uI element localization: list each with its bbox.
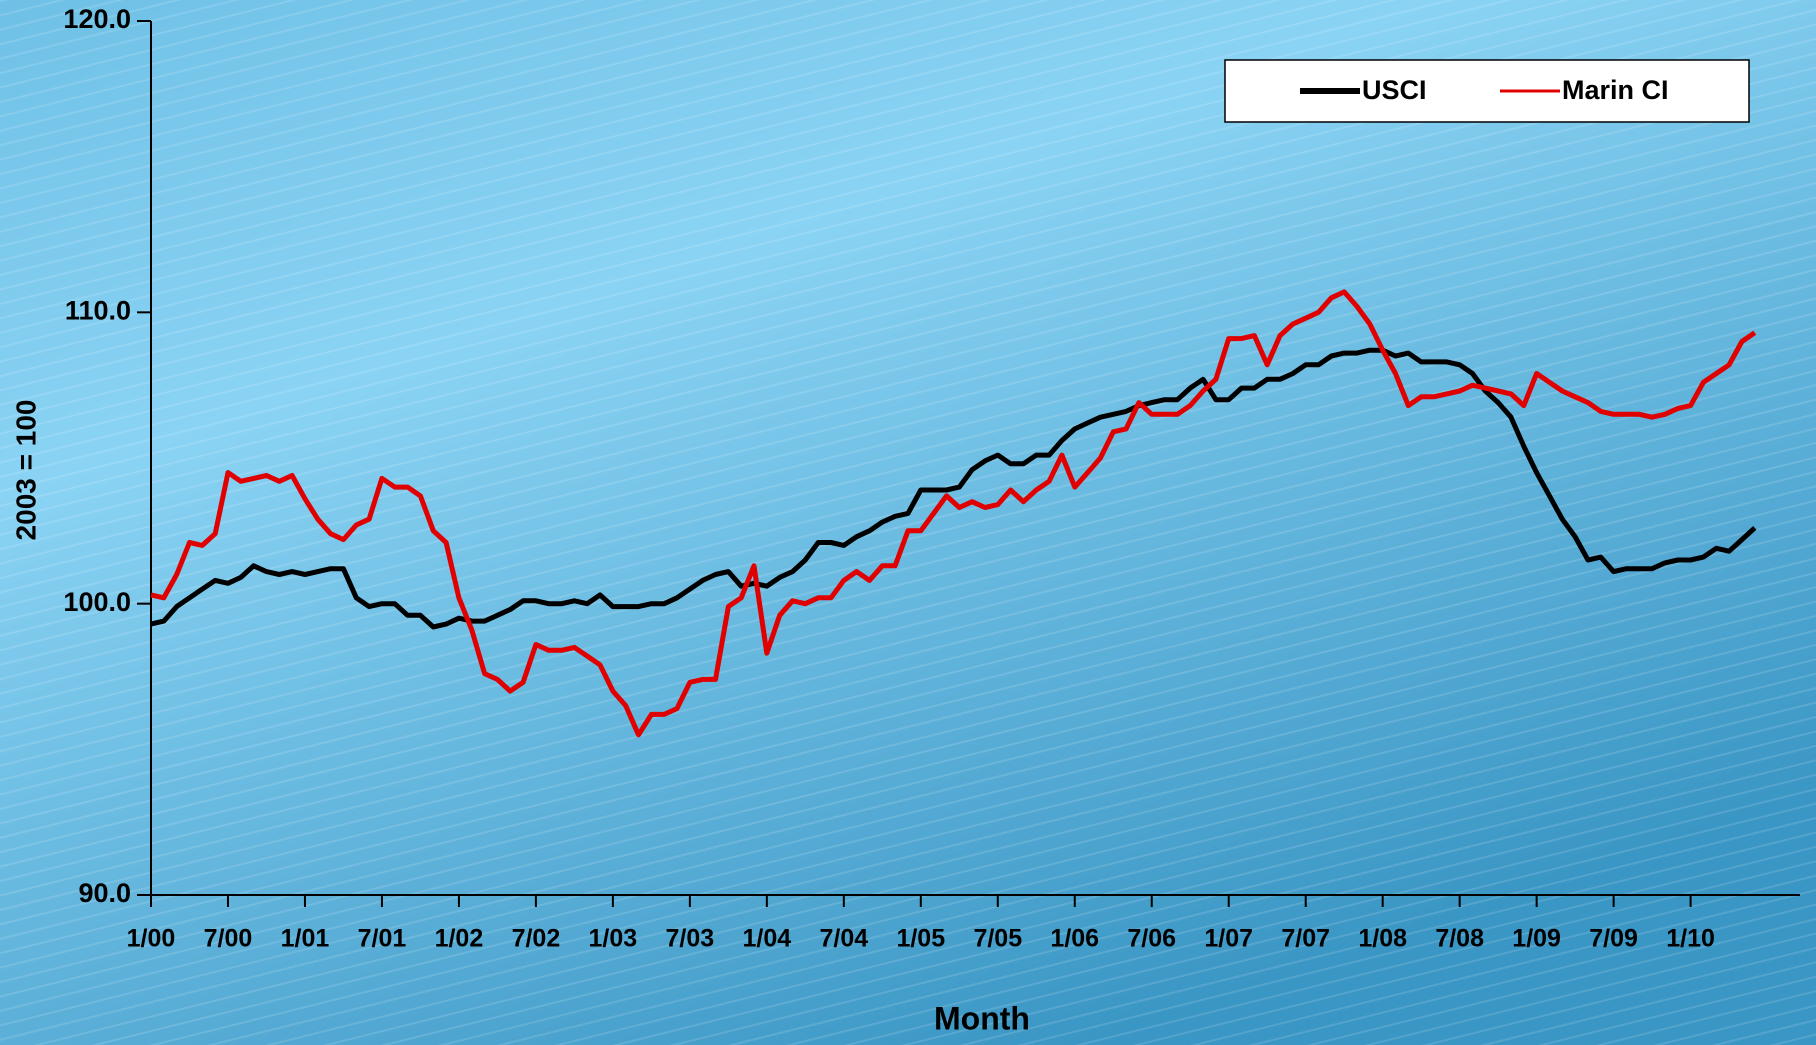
x-tick-label: 1/04 xyxy=(743,925,792,953)
x-tick-label: 1/00 xyxy=(127,925,176,953)
x-tick-label: 7/03 xyxy=(666,925,715,953)
x-tick-label: 7/06 xyxy=(1127,925,1176,953)
x-tick-label: 1/01 xyxy=(281,925,330,953)
x-tick-label: 7/09 xyxy=(1589,925,1638,953)
legend-label: USCI xyxy=(1362,75,1427,105)
y-tick-label: 90.0 xyxy=(78,878,131,908)
y-axis-title: 2003 = 100 xyxy=(10,400,41,541)
x-tick-label: 1/09 xyxy=(1512,925,1561,953)
y-tick-label: 110.0 xyxy=(65,295,131,325)
x-tick-label: 7/05 xyxy=(973,925,1022,953)
legend-label: Marin CI xyxy=(1562,75,1669,105)
x-tick-label: 1/06 xyxy=(1050,925,1099,953)
y-tick-label: 120.0 xyxy=(63,4,131,34)
x-tick-label: 1/10 xyxy=(1666,925,1715,953)
x-tick-label: 7/00 xyxy=(204,925,253,953)
x-tick-label: 7/04 xyxy=(819,925,868,953)
x-tick-label: 7/08 xyxy=(1435,925,1484,953)
x-tick-label: 1/03 xyxy=(589,925,638,953)
x-tick-label: 1/08 xyxy=(1358,925,1407,953)
x-tick-label: 7/07 xyxy=(1281,925,1330,953)
series-line xyxy=(150,347,1757,630)
x-axis-title: Month xyxy=(934,1000,1030,1036)
x-tick-label: 1/07 xyxy=(1204,925,1253,953)
x-tick-label: 1/05 xyxy=(896,925,945,953)
x-tick-label: 7/02 xyxy=(512,925,561,953)
series-line xyxy=(150,289,1757,738)
y-tick-label: 100.0 xyxy=(63,587,131,617)
x-tick-label: 7/01 xyxy=(358,925,407,953)
x-tick-label: 1/02 xyxy=(435,925,484,953)
